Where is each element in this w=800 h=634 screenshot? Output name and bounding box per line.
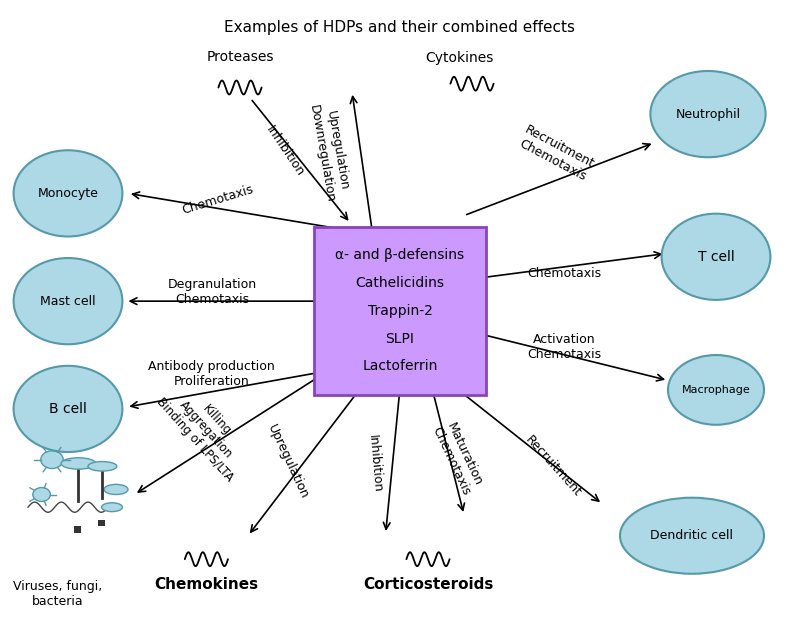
Ellipse shape — [88, 462, 117, 471]
Bar — [98, 520, 105, 526]
Text: Macrophage: Macrophage — [682, 385, 750, 395]
Text: Chemokines: Chemokines — [154, 577, 258, 592]
Text: Corticosteroids: Corticosteroids — [363, 577, 493, 592]
Ellipse shape — [662, 214, 770, 300]
Text: Monocyte: Monocyte — [38, 187, 98, 200]
Ellipse shape — [14, 366, 122, 452]
Text: Lactoferrin: Lactoferrin — [362, 359, 438, 373]
Text: Cytokines: Cytokines — [425, 51, 494, 65]
Bar — [74, 526, 81, 533]
Ellipse shape — [104, 484, 128, 495]
Text: Antibody production
Proliferation: Antibody production Proliferation — [148, 360, 274, 388]
Text: Chemotaxis: Chemotaxis — [180, 183, 255, 217]
Ellipse shape — [668, 355, 764, 425]
FancyBboxPatch shape — [314, 226, 486, 394]
Text: Cathelicidins: Cathelicidins — [355, 276, 445, 290]
Ellipse shape — [650, 71, 766, 157]
Ellipse shape — [14, 258, 122, 344]
Text: T cell: T cell — [698, 250, 734, 264]
Text: Killing
Aggregation
Binding of LPS/LTA: Killing Aggregation Binding of LPS/LTA — [154, 375, 258, 484]
Text: Activation
Chemotaxis: Activation Chemotaxis — [527, 333, 601, 361]
Text: Chemotaxis: Chemotaxis — [527, 268, 601, 280]
Text: Dendritic cell: Dendritic cell — [650, 529, 734, 542]
Text: Proteases: Proteases — [206, 50, 274, 64]
Text: Viruses, fungi,
bacteria: Viruses, fungi, bacteria — [13, 580, 102, 608]
Text: Trappin-2: Trappin-2 — [367, 304, 433, 318]
Ellipse shape — [41, 451, 63, 469]
Text: Degranulation
Chemotaxis: Degranulation Chemotaxis — [167, 278, 257, 306]
Text: α- and β-defensins: α- and β-defensins — [335, 248, 465, 262]
Text: Inhibition: Inhibition — [366, 434, 383, 494]
Text: B cell: B cell — [49, 402, 87, 416]
Ellipse shape — [102, 503, 122, 512]
Text: Recruitment
Chemotaxis: Recruitment Chemotaxis — [515, 124, 597, 184]
Ellipse shape — [33, 488, 50, 501]
Ellipse shape — [61, 458, 96, 469]
Text: Upregulation: Upregulation — [265, 422, 311, 501]
Text: Examples of HDPs and their combined effects: Examples of HDPs and their combined effe… — [225, 20, 575, 36]
Text: Neutrophil: Neutrophil — [675, 108, 741, 120]
Text: Mast cell: Mast cell — [40, 295, 96, 307]
Text: Inhibition: Inhibition — [263, 123, 306, 179]
Text: SLPI: SLPI — [386, 332, 414, 346]
Text: Maturation
Chemotaxis: Maturation Chemotaxis — [430, 418, 486, 497]
Ellipse shape — [14, 150, 122, 236]
Ellipse shape — [620, 498, 764, 574]
Text: Recruitment: Recruitment — [523, 433, 584, 499]
Text: Upregulation
Downregulation: Upregulation Downregulation — [307, 101, 352, 204]
